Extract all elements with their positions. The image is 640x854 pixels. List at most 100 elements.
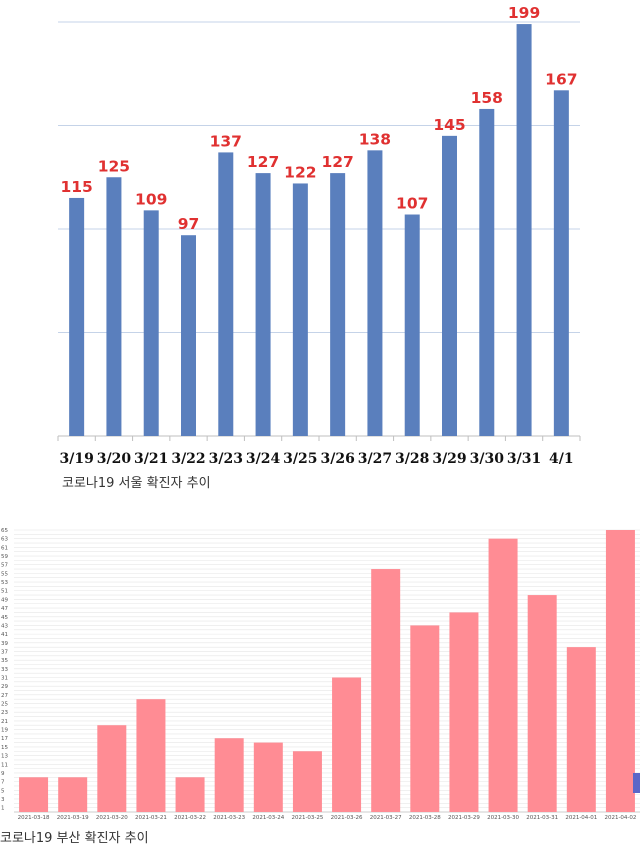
x-tick-label: 3/25 bbox=[283, 451, 317, 467]
bar bbox=[516, 24, 532, 436]
bar bbox=[553, 90, 569, 436]
bar bbox=[175, 777, 205, 812]
x-tick-label: 3/28 bbox=[395, 451, 429, 467]
y-tick-label: 17 bbox=[1, 736, 8, 742]
y-tick-label: 25 bbox=[1, 702, 8, 708]
scroll-handle bbox=[633, 773, 640, 793]
bar bbox=[410, 625, 440, 812]
bar bbox=[605, 530, 635, 812]
bar bbox=[292, 183, 308, 436]
x-tick-label: 2021-03-29 bbox=[448, 815, 480, 820]
bar bbox=[527, 595, 557, 812]
x-tick-label: 2021-03-31 bbox=[526, 815, 558, 820]
x-tick-label: 2021-03-24 bbox=[252, 815, 284, 820]
bar bbox=[488, 538, 518, 812]
seoul-chart-caption: 코로나19 서울 확진자 추이 bbox=[62, 476, 211, 491]
x-tick-label: 3/26 bbox=[320, 451, 354, 467]
data-label: 167 bbox=[545, 70, 577, 88]
y-tick-label: 65 bbox=[1, 528, 8, 534]
bar bbox=[371, 569, 401, 812]
data-label: 125 bbox=[98, 157, 130, 175]
bar bbox=[181, 235, 196, 436]
x-tick-label: 3/20 bbox=[97, 451, 132, 467]
x-tick-label: 2021-03-23 bbox=[213, 815, 245, 820]
data-label: 107 bbox=[396, 195, 428, 213]
x-tick-label: 3/22 bbox=[171, 451, 205, 467]
x-tick-label: 2021-03-25 bbox=[291, 815, 323, 820]
bar bbox=[442, 135, 457, 436]
y-tick-label: 57 bbox=[1, 563, 8, 569]
bar bbox=[292, 751, 322, 812]
y-tick-label: 59 bbox=[1, 554, 8, 560]
y-tick-label: 49 bbox=[1, 597, 8, 603]
data-label: 137 bbox=[210, 132, 242, 150]
data-label: 127 bbox=[247, 153, 279, 171]
y-tick-label: 13 bbox=[1, 754, 8, 760]
y-tick-label: 55 bbox=[1, 571, 8, 577]
y-tick-label: 35 bbox=[1, 658, 8, 664]
y-tick-label: 31 bbox=[1, 676, 8, 682]
bar bbox=[253, 742, 283, 812]
bar bbox=[97, 725, 127, 812]
data-label: 138 bbox=[359, 130, 391, 148]
y-tick-label: 63 bbox=[1, 537, 8, 543]
x-tick-label: 2021-04-01 bbox=[565, 815, 597, 820]
y-tick-label: 39 bbox=[1, 641, 8, 647]
x-tick-label: 2021-03-26 bbox=[331, 815, 363, 820]
y-tick-label: 51 bbox=[1, 589, 8, 595]
bar bbox=[449, 612, 479, 812]
x-tick-label: 3/24 bbox=[246, 451, 281, 467]
bar bbox=[19, 777, 49, 812]
bar bbox=[566, 647, 596, 812]
x-tick-label: 2021-03-20 bbox=[96, 815, 128, 820]
seoul-bar-chart: 115 3/19 125 3/20 109 3/21 97 3/22 137 3/23 127 3/2… bbox=[57, 4, 581, 467]
x-tick-label: 3/30 bbox=[470, 451, 505, 467]
data-label: 199 bbox=[508, 4, 540, 22]
y-tick-label: 9 bbox=[1, 771, 5, 777]
bar bbox=[332, 677, 362, 812]
y-tick-label: 21 bbox=[1, 719, 8, 725]
y-tick-label: 15 bbox=[1, 745, 8, 751]
y-tick-label: 43 bbox=[1, 623, 8, 629]
x-tick-label: 3/21 bbox=[134, 451, 168, 467]
y-tick-label: 1 bbox=[1, 806, 5, 812]
x-tick-label: 4/1 bbox=[549, 451, 574, 467]
x-tick-label: 3/29 bbox=[432, 451, 466, 467]
x-tick-label: 2021-03-30 bbox=[487, 815, 519, 820]
x-tick-label: 2021-03-21 bbox=[135, 815, 167, 820]
y-tick-label: 47 bbox=[1, 606, 8, 612]
y-tick-label: 29 bbox=[1, 684, 8, 690]
x-tick-label: 2021-03-28 bbox=[409, 815, 441, 820]
x-tick-label: 3/23 bbox=[209, 451, 243, 467]
data-label: 127 bbox=[321, 153, 353, 171]
bar bbox=[69, 197, 85, 436]
bar bbox=[330, 173, 346, 437]
data-label: 97 bbox=[178, 215, 200, 233]
y-tick-label: 19 bbox=[1, 728, 8, 734]
bar bbox=[143, 210, 159, 436]
x-tick-label: 2021-03-18 bbox=[18, 815, 50, 820]
busan-chart-caption: 코로나19 부산 확진자 추이 bbox=[0, 831, 149, 846]
bar bbox=[136, 699, 166, 812]
y-tick-label: 5 bbox=[1, 788, 5, 794]
bar bbox=[214, 738, 244, 812]
y-tick-label: 53 bbox=[1, 580, 8, 586]
x-tick-label: 2021-03-19 bbox=[57, 815, 89, 820]
y-tick-label: 3 bbox=[1, 797, 5, 803]
bar bbox=[367, 150, 383, 436]
busan-bar-chart: 1357911131517192123252729313335373941434… bbox=[1, 528, 640, 820]
y-tick-label: 27 bbox=[1, 693, 8, 699]
x-tick-label: 2021-04-02 bbox=[604, 815, 636, 820]
bar bbox=[58, 777, 88, 812]
bar bbox=[404, 214, 420, 436]
y-tick-label: 37 bbox=[1, 649, 8, 655]
x-tick-label: 3/19 bbox=[59, 451, 93, 467]
data-label: 122 bbox=[284, 163, 316, 181]
data-label: 158 bbox=[471, 89, 503, 107]
y-tick-label: 41 bbox=[1, 632, 8, 638]
data-label: 115 bbox=[60, 178, 92, 196]
x-tick-label: 2021-03-27 bbox=[370, 815, 402, 820]
data-label: 145 bbox=[433, 116, 465, 134]
x-tick-label: 3/31 bbox=[507, 451, 541, 467]
bar bbox=[479, 108, 495, 436]
